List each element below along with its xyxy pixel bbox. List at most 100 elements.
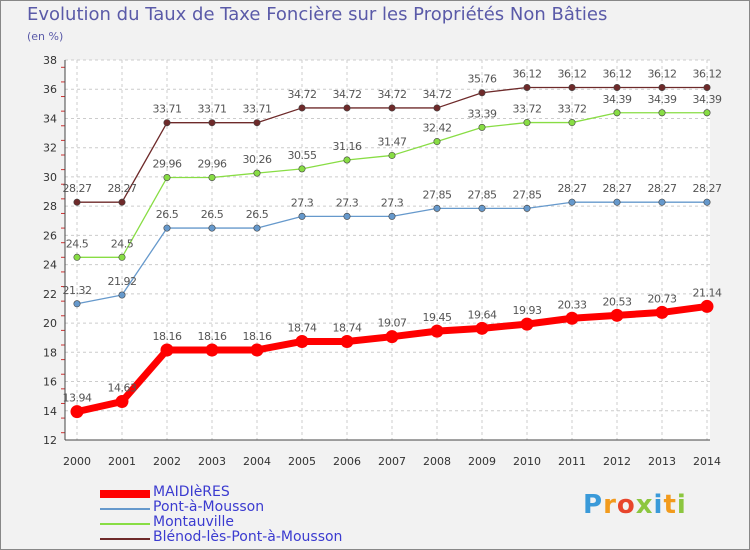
- legend-label: Montauville: [153, 514, 235, 530]
- data-label-bl-nod-l-s-pont-mousson: 33.71: [153, 103, 182, 116]
- data-label-bl-nod-l-s-pont-mousson: 34.72: [423, 88, 452, 101]
- x-tick-label: 2012: [603, 455, 631, 468]
- logo-letter: i: [653, 490, 664, 520]
- data-point-maidi-res: [565, 311, 579, 325]
- data-point-bl-nod-l-s-pont-mousson: [253, 119, 261, 127]
- data-label-pont-mousson: 26.5: [246, 208, 269, 221]
- proxiti-logo: Proxiti: [583, 490, 687, 520]
- y-tick-label: 22: [43, 288, 57, 301]
- data-point-montauville: [433, 138, 441, 146]
- data-label-montauville: 33.72: [558, 103, 587, 116]
- y-tick-label: 26: [43, 229, 57, 242]
- y-tick-label: 30: [43, 171, 57, 184]
- data-point-montauville: [73, 253, 81, 261]
- x-tick-label: 2009: [468, 455, 496, 468]
- data-point-montauville: [658, 109, 666, 117]
- y-tick-label: 36: [43, 83, 57, 96]
- x-tick-label: 2005: [288, 455, 316, 468]
- data-label-bl-nod-l-s-pont-mousson: 36.12: [558, 67, 587, 80]
- logo-letter: P: [583, 490, 604, 520]
- data-point-montauville: [478, 123, 486, 131]
- data-point-bl-nod-l-s-pont-mousson: [163, 119, 171, 127]
- data-label-pont-mousson: 28.27: [693, 182, 722, 195]
- data-point-montauville: [163, 174, 171, 182]
- data-label-pont-mousson: 27.3: [336, 196, 359, 209]
- data-point-pont-mousson: [388, 212, 396, 220]
- data-point-maidi-res: [70, 405, 84, 419]
- data-label-montauville: 34.39: [693, 93, 722, 106]
- data-point-pont-mousson: [73, 300, 81, 308]
- data-point-bl-nod-l-s-pont-mousson: [658, 83, 666, 91]
- y-tick-label: 16: [43, 376, 57, 389]
- data-label-pont-mousson: 28.27: [603, 182, 632, 195]
- data-point-pont-mousson: [298, 212, 306, 220]
- data-point-maidi-res: [475, 321, 489, 335]
- data-label-bl-nod-l-s-pont-mousson: 35.76: [468, 73, 497, 86]
- y-tick-label: 18: [43, 346, 57, 359]
- logo-letter: x: [635, 490, 654, 520]
- data-label-montauville: 24.5: [66, 237, 89, 250]
- data-label-bl-nod-l-s-pont-mousson: 33.71: [198, 103, 227, 116]
- series-layer: [70, 83, 714, 419]
- data-point-maidi-res: [205, 343, 219, 357]
- chart-subtitle: (en %): [27, 30, 64, 43]
- data-point-pont-mousson: [478, 204, 486, 212]
- x-tick-label: 2004: [243, 455, 271, 468]
- data-point-montauville: [568, 119, 576, 127]
- data-point-maidi-res: [340, 334, 354, 348]
- data-label-bl-nod-l-s-pont-mousson: 28.27: [63, 182, 92, 195]
- data-label-montauville: 33.72: [513, 103, 542, 116]
- data-label-montauville: 24.5: [111, 237, 134, 250]
- data-point-bl-nod-l-s-pont-mousson: [343, 104, 351, 112]
- data-point-maidi-res: [250, 343, 264, 357]
- legend-swatch: [100, 490, 150, 498]
- axis-layer: 12 14 16 18 20 22 24 26 28 30 32 34 36 38 2000 2001 2002…: [43, 54, 721, 468]
- data-point-montauville: [613, 109, 621, 117]
- logo-letter: i: [676, 490, 687, 520]
- data-label-montauville: 31.16: [333, 140, 362, 153]
- data-label-maidi-res: 18.16: [243, 330, 272, 343]
- data-label-maidi-res: 19.07: [378, 317, 407, 330]
- data-point-bl-nod-l-s-pont-mousson: [118, 198, 126, 206]
- y-tick-label: 28: [43, 200, 57, 213]
- data-point-maidi-res: [610, 308, 624, 322]
- data-label-montauville: 34.39: [648, 93, 677, 106]
- x-tick-label: 2014: [693, 455, 721, 468]
- data-point-bl-nod-l-s-pont-mousson: [208, 119, 216, 127]
- data-label-maidi-res: 13.94: [63, 392, 92, 405]
- legend-label: MAIDIèRES: [153, 484, 230, 500]
- data-label-montauville: 33.39: [468, 107, 497, 120]
- data-point-montauville: [253, 169, 261, 177]
- x-tick-label: 2008: [423, 455, 451, 468]
- data-point-maidi-res: [700, 299, 714, 313]
- x-tick-label: 2006: [333, 455, 361, 468]
- data-point-pont-mousson: [523, 204, 531, 212]
- chart-title: Evolution du Taux de Taxe Foncière sur l…: [27, 4, 608, 25]
- x-tick-label: 2007: [378, 455, 406, 468]
- x-tick-label: 2000: [63, 455, 91, 468]
- data-label-bl-nod-l-s-pont-mousson: 28.27: [108, 182, 137, 195]
- data-point-maidi-res: [655, 305, 669, 319]
- data-point-pont-mousson: [433, 204, 441, 212]
- data-point-bl-nod-l-s-pont-mousson: [298, 104, 306, 112]
- data-point-maidi-res: [160, 343, 174, 357]
- data-label-pont-mousson: 27.85: [513, 188, 542, 201]
- data-label-maidi-res: 20.33: [558, 298, 587, 311]
- data-label-maidi-res: 14.63: [108, 382, 137, 395]
- data-label-pont-mousson: 27.85: [468, 188, 497, 201]
- data-label-montauville: 29.96: [198, 158, 227, 171]
- y-tick-label: 32: [43, 142, 57, 155]
- logo-letter: r: [603, 490, 617, 520]
- data-point-maidi-res: [430, 324, 444, 338]
- data-point-bl-nod-l-s-pont-mousson: [388, 104, 396, 112]
- data-point-pont-mousson: [343, 212, 351, 220]
- data-point-bl-nod-l-s-pont-mousson: [568, 83, 576, 91]
- data-point-pont-mousson: [658, 198, 666, 206]
- data-label-maidi-res: 20.53: [603, 295, 632, 308]
- data-label-montauville: 30.55: [288, 149, 317, 162]
- x-tick-label: 2003: [198, 455, 226, 468]
- data-label-montauville: 30.26: [243, 153, 272, 166]
- legend-swatch: [100, 538, 150, 540]
- data-point-montauville: [523, 119, 531, 127]
